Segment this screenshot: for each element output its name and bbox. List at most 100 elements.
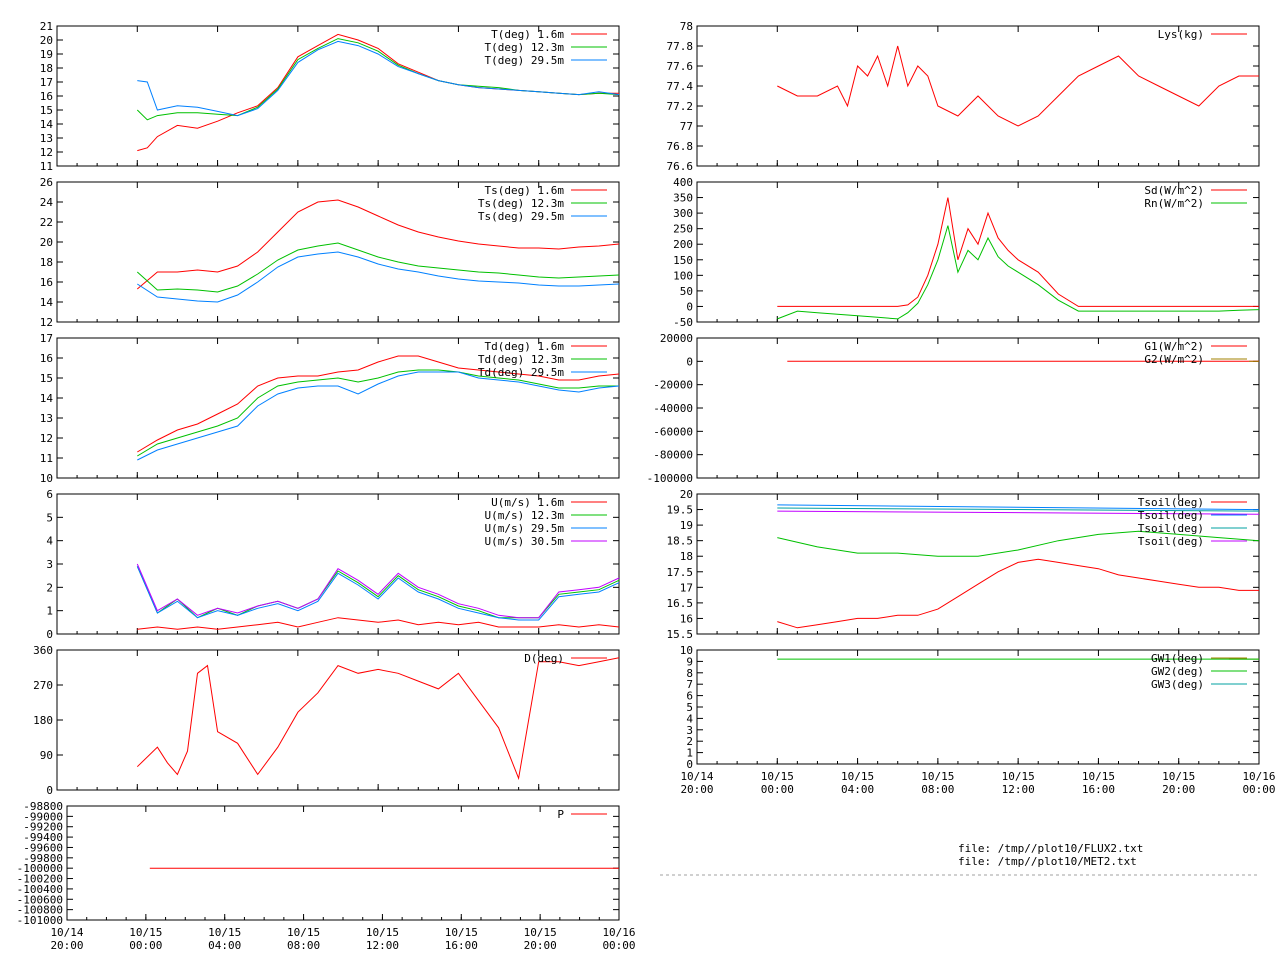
- y-tick-label: 360: [33, 644, 53, 657]
- y-tick-label: 1: [46, 605, 53, 618]
- y-tick-label: 50: [680, 285, 693, 298]
- y-tick-label: 18: [680, 550, 693, 563]
- y-tick-label: 76.8: [667, 140, 694, 153]
- legend-label: U(m/s) 12.3m: [485, 509, 565, 522]
- y-tick-label: 200: [673, 238, 693, 251]
- x-tick-label-date: 10/14: [50, 926, 83, 939]
- y-tick-label: 180: [33, 714, 53, 727]
- y-tick-label: 250: [673, 223, 693, 236]
- y-tick-label: -100000: [647, 472, 693, 485]
- series-line-1: [137, 617, 620, 630]
- y-tick-label: 19: [40, 48, 53, 61]
- x-tick-label-time: 08:00: [287, 939, 320, 952]
- legend-label: G2(W/m^2): [1144, 353, 1204, 366]
- y-tick-label: 11: [40, 160, 53, 173]
- series-line-3: [137, 40, 620, 117]
- series-line-2: [137, 369, 619, 457]
- y-tick-label: -99400: [23, 831, 63, 844]
- panel-d: 0 90 180 270 360 D(deg): [33, 644, 620, 797]
- y-tick-label: 300: [673, 207, 693, 220]
- legend-label: Lys(kg): [1158, 28, 1204, 41]
- y-tick-label: 12: [40, 432, 53, 445]
- y-tick-label: 90: [40, 749, 53, 762]
- x-tick-label-date: 10/15: [921, 770, 954, 783]
- y-tick-label: 17: [40, 332, 53, 345]
- y-tick-label: 18.5: [667, 535, 694, 548]
- x-tick-label-date: 10/16: [1242, 770, 1275, 783]
- y-tick-label: -100800: [17, 904, 63, 917]
- y-tick-label: -99600: [23, 841, 63, 854]
- x-tick-label-date: 10/15: [1162, 770, 1195, 783]
- y-tick-label: 77.8: [667, 40, 694, 53]
- y-tick-label: 3: [46, 558, 53, 571]
- x-tick-label-time: 12:00: [1002, 783, 1035, 796]
- y-tick-label: 4: [46, 535, 53, 548]
- y-tick-label: 0: [46, 784, 53, 797]
- y-tick-label: 5: [686, 701, 693, 714]
- y-tick-label: 3: [686, 724, 693, 737]
- series-line-1: [777, 197, 1259, 307]
- x-tick-label-time: 20:00: [1162, 783, 1195, 796]
- y-tick-label: 13: [40, 132, 53, 145]
- panel-tsoil: 15.5 16 16.5 17 17.5 18 18.5 19 19.5 20 Tsoil(deg)…: [667, 488, 1260, 641]
- series-line-1: [136, 199, 620, 290]
- y-tick-label: -99800: [23, 852, 63, 865]
- y-tick-label: 17: [680, 581, 693, 594]
- x-tick-label-time: 16:00: [1082, 783, 1115, 796]
- y-tick-label: 350: [673, 192, 693, 205]
- legend-label: Ts(deg) 12.3m: [478, 197, 564, 210]
- y-tick-label: 14: [40, 392, 54, 405]
- y-tick-label: 14: [40, 118, 54, 131]
- legend-label: Tsoil(deg): [1138, 535, 1204, 548]
- y-tick-label: 0: [46, 628, 53, 641]
- legend-label: P: [557, 808, 564, 821]
- x-tick-label-date: 10/15: [129, 926, 162, 939]
- y-tick-label: 5: [46, 511, 53, 524]
- y-tick-label: 270: [33, 679, 53, 692]
- y-tick-label: 10: [40, 472, 53, 485]
- y-tick-label: 13: [40, 412, 53, 425]
- legend-label: Tsoil(deg): [1138, 522, 1204, 535]
- y-tick-label: 78: [680, 20, 693, 33]
- x-tick-label-date: 10/15: [287, 926, 320, 939]
- x-tick-label-date: 10/14: [680, 770, 713, 783]
- y-tick-label: 150: [673, 254, 693, 267]
- y-tick-label: 15: [40, 104, 53, 117]
- y-tick-label: 77: [680, 120, 693, 133]
- footer-file-1: file: /tmp//plot10/FLUX2.txt: [958, 842, 1143, 855]
- y-tick-label: 19: [680, 519, 693, 532]
- y-tick-label: -99200: [23, 821, 63, 834]
- y-tick-label: -99000: [23, 810, 63, 823]
- series-line-3: [137, 251, 620, 303]
- x-tick-label-time: 00:00: [761, 783, 794, 796]
- panel-u: 0 1 2 3 4 5 6 U(m/s) 1.6mU(m/s) 12.3mU(m/s) 29.…: [46, 488, 620, 641]
- panel-lys: 76.6 76.8 77 77.2 77.4 77.6 77.8 78 Lys(kg): [667, 20, 1260, 173]
- legend-label: Td(deg) 1.6m: [485, 340, 565, 353]
- y-tick-label: 15: [40, 372, 53, 385]
- y-tick-label: 19.5: [667, 504, 694, 517]
- x-tick-label-date: 10/15: [445, 926, 478, 939]
- y-tick-label: 2: [46, 581, 53, 594]
- y-tick-label: -101000: [17, 914, 63, 927]
- y-tick-label: 77.4: [667, 80, 694, 93]
- series-line-5: [777, 530, 1260, 557]
- y-tick-label: 9: [686, 655, 693, 668]
- y-tick-label: 22: [40, 216, 53, 229]
- y-tick-label: 16: [40, 352, 53, 365]
- y-tick-label: 6: [46, 488, 53, 501]
- series-line-4: [136, 563, 620, 619]
- series-line-3: [136, 566, 620, 621]
- legend-label: GW1(deg): [1151, 652, 1204, 665]
- legend-label: T(deg) 29.5m: [485, 54, 565, 67]
- legend-label: GW3(deg): [1151, 678, 1204, 691]
- y-tick-label: 24: [40, 196, 54, 209]
- y-tick-label: 0: [686, 758, 693, 771]
- x-tick-label-time: 00:00: [129, 939, 162, 952]
- y-tick-label: 11: [40, 452, 53, 465]
- y-tick-label: -98800: [23, 800, 63, 813]
- y-tick-label: 2: [686, 735, 693, 748]
